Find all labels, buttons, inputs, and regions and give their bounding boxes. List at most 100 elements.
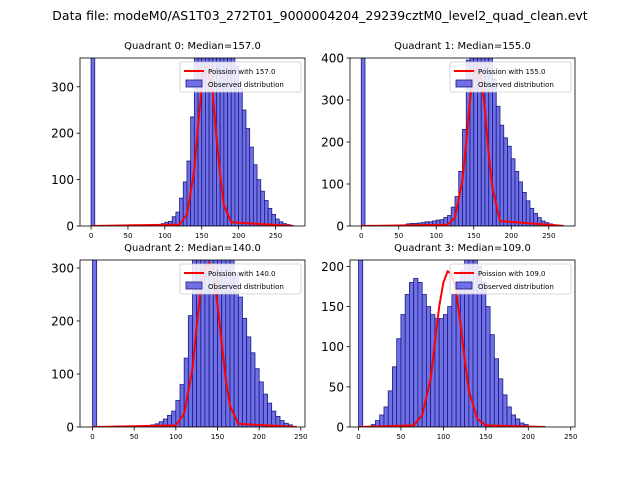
histogram-bar: [267, 207, 273, 226]
axes-frame: [79, 57, 306, 227]
histogram-bar: [447, 306, 453, 427]
histogram-bar: [426, 306, 432, 427]
histogram-bar: [438, 318, 444, 427]
histogram-bar: [413, 278, 419, 427]
subplot-title: Quadrant 3: Median=109.0: [394, 243, 531, 254]
legend-hist-label: Observed distribution: [478, 283, 554, 291]
plot-area: [90, 58, 294, 226]
histogram-bar: [387, 390, 393, 427]
subplot-title: Quadrant 1: Median=155.0: [394, 41, 531, 52]
y-tick-label: 200: [321, 260, 344, 274]
histogram-bar: [264, 200, 269, 226]
x-tick-label: 250: [542, 232, 555, 240]
legend: Poission with 140.0 Observed distribution: [179, 263, 302, 295]
legend-fit-label: Poission with 155.0: [478, 68, 546, 76]
histogram-bar-zero: [360, 58, 366, 226]
legend: Poission with 155.0 Observed distribution: [449, 61, 572, 93]
legend-hist-label: Observed distribution: [208, 81, 284, 89]
legend-fit-label: Poission with 109.0: [478, 270, 546, 278]
x-tick-label: 50: [394, 232, 403, 240]
x-tick-label: 200: [522, 433, 535, 441]
histogram-bar: [499, 124, 505, 226]
histogram-bar: [238, 88, 243, 226]
y-tick-label: 300: [51, 80, 74, 94]
x-tick-label: 50: [396, 433, 405, 441]
subplot-quadrant-0: Quadrant 0: Median=157.0 0 50 100 150 200 250 0…: [51, 41, 306, 240]
histogram-bar: [249, 146, 254, 226]
histogram-bar: [258, 381, 264, 427]
y-tick-label: 300: [51, 261, 74, 275]
y-tick-label: 200: [51, 314, 74, 328]
x-tick-label: 50: [130, 433, 139, 441]
figure-suptitle: Data file: modeM0/AS1T03_272T01_90000042…: [52, 8, 587, 23]
x-tick-label: 250: [564, 433, 577, 441]
histogram-bar: [246, 336, 252, 427]
x-tick-label: 250: [269, 232, 282, 240]
histogram-bar: [237, 296, 243, 427]
histogram-bar: [379, 414, 385, 427]
legend-frame: [179, 263, 302, 295]
legend-hist-swatch: [185, 281, 203, 290]
plot-area: [92, 260, 297, 427]
histogram-bar-zero: [358, 260, 364, 427]
subplot-title: Quadrant 0: Median=157.0: [124, 41, 261, 52]
legend: Poission with 157.0 Observed distribution: [179, 61, 302, 93]
y-tick-label: 0: [336, 220, 344, 234]
histogram-bar: [503, 137, 508, 226]
x-tick-label: 150: [479, 433, 492, 441]
histogram-bar: [510, 158, 516, 226]
histogram-bar: [179, 384, 185, 427]
legend-hist-swatch: [185, 79, 203, 88]
subplot-quadrant-3: Quadrant 3: Median=109.0 0 50 100 150 200 250 0…: [321, 243, 577, 441]
histogram-bar: [260, 190, 265, 226]
subplot-title: Quadrant 2: Median=140.0: [124, 243, 261, 254]
histogram-bar: [442, 314, 449, 427]
legend-fit-label: Poission with 140.0: [208, 270, 276, 278]
legend-hist-swatch: [455, 79, 473, 88]
x-tick-label: 0: [89, 232, 93, 240]
histogram-bar: [254, 368, 260, 427]
x-tick-label: 100: [430, 232, 443, 240]
histogram-bar: [404, 294, 410, 427]
y-tick-label: 200: [51, 127, 74, 141]
histogram-bar: [262, 393, 268, 427]
x-tick-label: 150: [467, 232, 480, 240]
histogram-bar: [271, 410, 277, 427]
legend-fit-label: Poission with 157.0: [208, 68, 276, 76]
histogram-bar: [451, 294, 457, 427]
y-tick-label: 100: [321, 178, 344, 192]
histogram-bar: [481, 282, 487, 427]
x-tick-label: 200: [505, 232, 518, 240]
y-tick-label: 50: [329, 380, 344, 394]
x-tick-label: 150: [195, 232, 208, 240]
histogram-bar: [396, 338, 402, 427]
histogram-bar-zero: [90, 58, 96, 226]
histogram-bar: [498, 378, 504, 427]
histogram-bar-zero: [92, 260, 98, 427]
x-tick-label: 100: [437, 433, 450, 441]
y-tick-label: 0: [336, 421, 344, 435]
x-tick-label: 0: [359, 232, 363, 240]
histogram-bar: [241, 109, 247, 226]
histogram-bar: [242, 317, 248, 427]
y-tick-label: 0: [66, 421, 74, 435]
x-tick-label: 150: [211, 433, 224, 441]
histogram-bar: [502, 394, 508, 427]
histogram-bar: [383, 406, 389, 427]
y-tick-label: 0: [66, 220, 74, 234]
x-tick-label: 50: [123, 232, 132, 240]
legend-frame: [449, 61, 572, 93]
legend-hist-swatch: [455, 281, 473, 290]
histogram-bar: [493, 358, 499, 427]
histogram-bar: [485, 306, 491, 427]
histogram-bar: [245, 128, 251, 226]
histogram-bar: [518, 181, 523, 226]
histogram-bar: [489, 334, 495, 427]
plot-area: [358, 260, 546, 427]
y-tick-label: 100: [321, 340, 344, 354]
y-tick-label: 100: [51, 367, 74, 381]
histogram-bar: [507, 145, 512, 226]
histogram-bar: [267, 402, 273, 427]
